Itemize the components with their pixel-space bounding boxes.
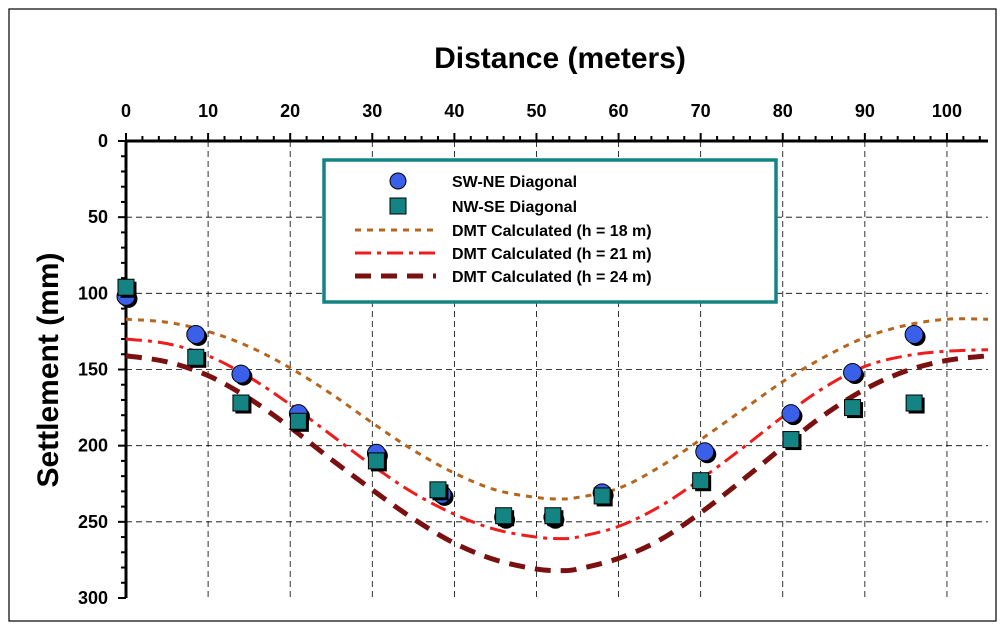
y-tick-label: 200: [78, 436, 108, 456]
y-tick-label: 50: [88, 207, 108, 227]
y-tick-label: 100: [78, 283, 108, 303]
data-point-circle: [231, 364, 251, 384]
data-point-square: [495, 507, 513, 525]
point-series: [116, 278, 926, 529]
x-tick-label: 70: [691, 101, 711, 121]
axes: [118, 133, 988, 599]
x-tick-label: 50: [526, 101, 546, 121]
x-tick-label: 100: [932, 101, 962, 121]
legend-label: DMT Calculated (h = 24 m): [452, 269, 652, 286]
data-point-circle: [904, 324, 924, 344]
x-tick-label: 80: [773, 101, 793, 121]
x-tick-label: 10: [198, 101, 218, 121]
y-tick-label: 300: [78, 588, 108, 608]
data-point-square: [117, 278, 135, 296]
data-point-square: [782, 431, 800, 449]
legend-marker-square: [389, 197, 407, 215]
y-axis-label: Settlement (mm): [32, 252, 65, 487]
data-point-square: [544, 507, 562, 525]
data-point-square: [429, 481, 447, 499]
curve-line: [125, 353, 989, 574]
legend-label: DMT Calculated (h = 21 m): [452, 246, 652, 263]
y-tick-label: 150: [78, 360, 108, 380]
legend-marker-circle: [389, 172, 407, 190]
x-tick-label: 60: [609, 101, 629, 121]
curve-line: [125, 317, 989, 501]
legend-label: DMT Calculated (h = 18 m): [452, 223, 652, 240]
data-point-square: [844, 399, 862, 417]
data-point-square: [593, 487, 611, 505]
x-tick-label: 30: [362, 101, 382, 121]
data-point-circle: [186, 324, 206, 344]
x-tick-label: 90: [855, 101, 875, 121]
data-point-square: [289, 412, 307, 430]
data-point-square: [187, 348, 205, 366]
x-tick-label: 0: [121, 101, 131, 121]
curve-series: [125, 317, 989, 574]
y-tick-label: 0: [98, 131, 108, 151]
data-point-circle: [843, 363, 863, 383]
data-point-circle: [781, 404, 801, 424]
x-tick-label: 40: [444, 101, 464, 121]
chart-border: [8, 8, 997, 622]
data-point-square: [232, 394, 250, 412]
legend-label: NW-SE Diagonal: [452, 199, 577, 216]
data-point-circle: [695, 442, 715, 462]
data-point-square: [905, 394, 923, 412]
data-point-square: [367, 452, 385, 470]
y-axis-ticks: 0 50 100 150 200 250 300: [78, 131, 108, 608]
legend: SW-NE Diagonal NW-SE Diagonal DMT Calculat…: [322, 158, 778, 304]
chart-title: Distance (meters): [434, 42, 686, 75]
curve-line: [125, 337, 989, 541]
x-tick-label: 20: [280, 101, 300, 121]
x-axis-ticks: 0 10 20 30 40 50 60 70 80 90 100: [121, 101, 962, 121]
y-tick-label: 250: [78, 512, 108, 532]
data-point-square: [692, 472, 710, 490]
legend-label: SW-NE Diagonal: [452, 174, 577, 191]
